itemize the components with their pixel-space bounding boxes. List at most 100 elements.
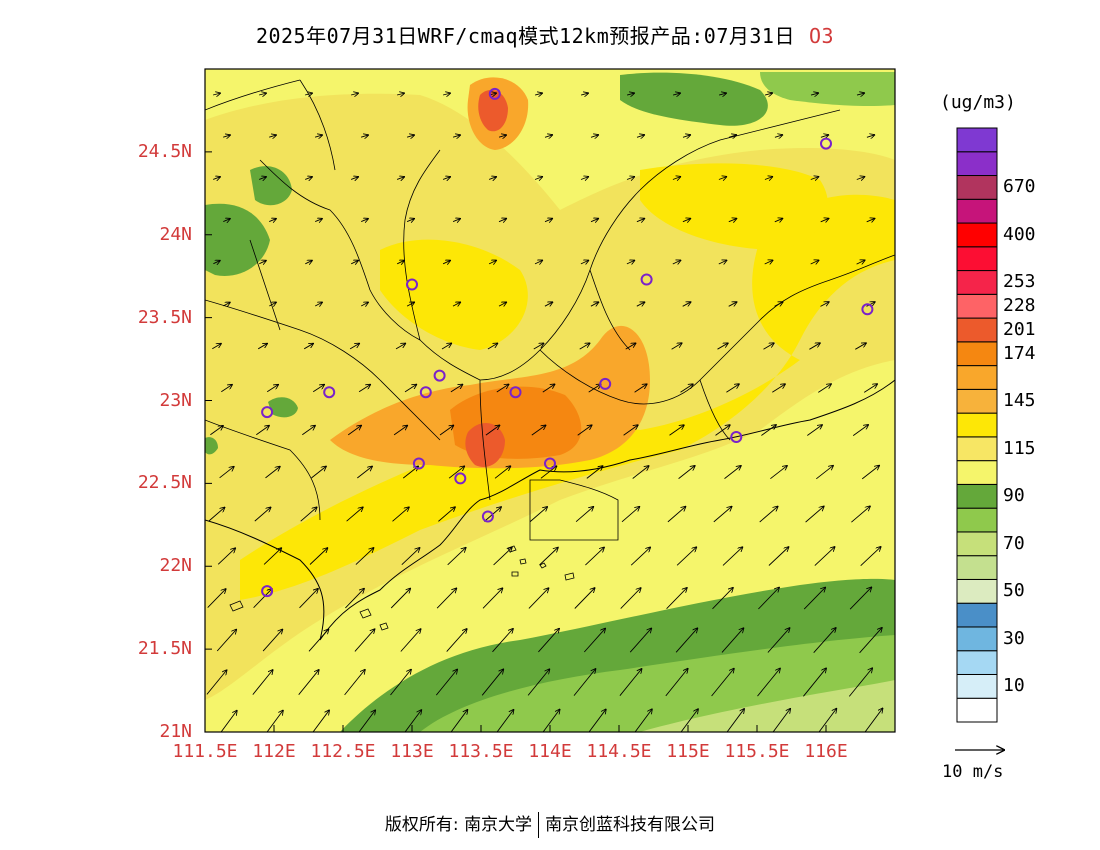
wind-vector	[450, 709, 468, 732]
wind-vector	[665, 668, 688, 697]
wind-vector	[534, 177, 543, 180]
wind-vector	[269, 135, 277, 137]
wind-vector	[259, 177, 267, 180]
wind-vector	[772, 708, 790, 732]
wind-vector	[849, 587, 872, 610]
wind-vector	[856, 177, 865, 180]
station-marker	[419, 386, 432, 399]
lon-label: 113E	[390, 741, 434, 762]
wind-vector	[357, 466, 372, 479]
wind-vector	[311, 466, 326, 479]
lat-label: 24.5N	[137, 140, 192, 162]
legend-color-box	[956, 317, 998, 343]
legend-level-label: 115	[1003, 437, 1036, 459]
reference-vector-label: 10 m/s	[942, 762, 1004, 782]
wind-vector	[676, 547, 697, 566]
wind-vector	[269, 302, 276, 306]
wind-vector	[680, 709, 699, 732]
wind-vector	[852, 424, 869, 436]
station-marker	[509, 386, 522, 399]
title-text: 2025年07月31日WRF/cmaq模式12km预报产品:07月31日	[255, 24, 795, 48]
wind-vector	[259, 260, 266, 263]
legend-level-label: 174	[1003, 342, 1036, 364]
wind-vector	[669, 425, 685, 436]
coastline	[205, 379, 895, 641]
wind-vector	[436, 588, 457, 609]
monitoring-stations	[261, 87, 874, 598]
legend-level-label: 201	[1003, 318, 1036, 340]
legend-color-box	[956, 531, 998, 557]
legend-color-box	[956, 555, 998, 580]
legend-color-box	[956, 602, 998, 628]
wind-vector	[675, 628, 698, 653]
wind-vector	[774, 135, 783, 138]
station-marker	[323, 386, 336, 399]
wind-vector	[269, 218, 277, 221]
lon-label: 112.5E	[310, 741, 376, 762]
legend-level-label: 50	[1003, 580, 1025, 602]
wind-vector	[482, 588, 503, 609]
wind-vector	[809, 343, 820, 350]
wind-vector	[494, 466, 511, 479]
wind-vector	[390, 588, 411, 609]
legend-level-label: 145	[1003, 390, 1036, 412]
wind-vector	[542, 384, 555, 393]
wind-vector	[544, 218, 553, 221]
wind-vector	[774, 302, 784, 307]
wind-vector	[496, 384, 509, 393]
wind-vector	[583, 628, 605, 653]
wind-vector	[219, 466, 235, 479]
legend-color-box	[956, 460, 998, 485]
wind-vector	[848, 668, 872, 697]
lon-label: 116E	[804, 741, 848, 762]
wind-vector	[818, 384, 831, 393]
wind-vector	[312, 384, 325, 393]
wind-vector	[406, 135, 415, 137]
station-marker	[433, 369, 446, 382]
wind-vector	[577, 425, 593, 436]
wind-vector	[590, 302, 599, 306]
station-marker	[640, 273, 653, 286]
wind-vector	[718, 93, 727, 95]
wind-vector	[728, 218, 737, 221]
lat-label: 21.5N	[137, 638, 192, 660]
legend-color-box	[956, 341, 998, 367]
wind-vector	[442, 93, 451, 95]
wind-vector	[304, 93, 313, 95]
wind-vector	[435, 669, 457, 696]
wind-vector	[395, 343, 406, 350]
wind-vector	[580, 93, 589, 95]
wind-vector	[590, 218, 599, 221]
wind-vector	[252, 669, 273, 695]
legend-color-box	[956, 412, 998, 438]
wind-vector	[498, 302, 507, 306]
wind-vector	[820, 218, 830, 222]
wind-vector	[680, 384, 694, 393]
wind-vector	[496, 709, 514, 732]
wind-vector	[866, 218, 876, 222]
wind-vector	[619, 668, 642, 696]
wind-vector	[406, 302, 415, 306]
station-marker	[820, 137, 832, 150]
wind-vector	[266, 384, 279, 393]
wind-vector	[355, 547, 374, 565]
wind-vector	[814, 546, 835, 566]
wind-vector	[718, 260, 727, 264]
wind-vector	[390, 669, 412, 696]
wind-vector	[588, 709, 607, 732]
wind-vector	[626, 260, 635, 264]
legend-color-box	[956, 365, 998, 390]
wind-vector	[208, 507, 225, 522]
map-title: 2025年07月31日WRF/cmaq模式12km预报产品:07月31日 O3	[0, 20, 1090, 49]
wind-vector	[213, 260, 220, 263]
legend-color-box	[956, 436, 998, 462]
station-marker	[406, 278, 418, 291]
wind-vector	[625, 343, 637, 350]
wind-vector	[351, 260, 359, 264]
legend-level-label: 670	[1003, 176, 1036, 198]
wind-vector	[447, 547, 467, 566]
station-marker	[599, 377, 612, 390]
field-band-50-ocean	[640, 680, 895, 732]
